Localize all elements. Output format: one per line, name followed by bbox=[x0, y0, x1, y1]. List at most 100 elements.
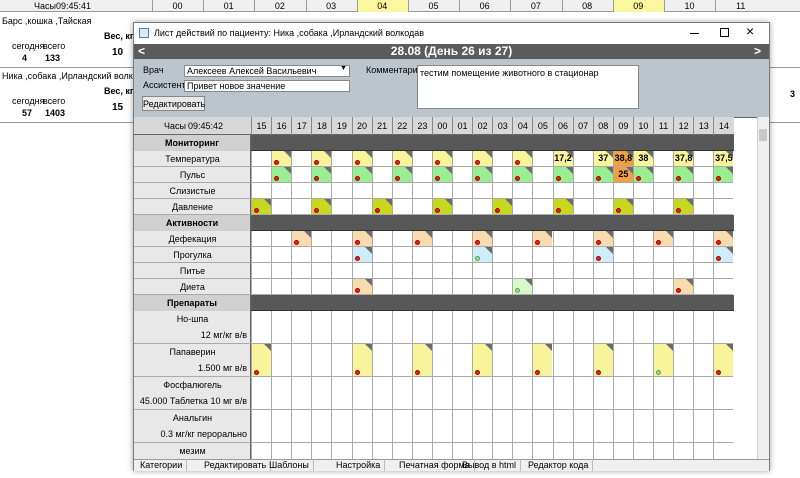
grid-line bbox=[251, 247, 252, 263]
task-cell[interactable] bbox=[714, 247, 734, 262]
task-dot bbox=[555, 208, 561, 213]
task-cell[interactable] bbox=[432, 151, 452, 166]
grid-line bbox=[331, 377, 333, 410]
grid-line bbox=[693, 247, 695, 263]
footer-tab[interactable]: Настройка bbox=[332, 459, 386, 471]
task-cell[interactable] bbox=[553, 199, 573, 214]
grid-line bbox=[351, 199, 353, 215]
task-cell[interactable] bbox=[613, 199, 633, 214]
task-cell[interactable]: 17,2 bbox=[553, 151, 573, 166]
task-cell[interactable]: 37,5 bbox=[714, 151, 734, 166]
close-button[interactable]: × bbox=[746, 23, 755, 39]
row-label: Папаверин bbox=[169, 347, 216, 357]
corner-flag bbox=[525, 167, 533, 174]
task-cell[interactable]: 37,8 bbox=[674, 151, 694, 166]
task-cell[interactable] bbox=[272, 151, 292, 166]
footer-tab[interactable]: Вывод в html bbox=[458, 459, 521, 471]
grid-line bbox=[271, 231, 273, 247]
grid-line bbox=[532, 231, 534, 247]
task-cell[interactable] bbox=[252, 199, 272, 214]
task-cell[interactable] bbox=[352, 167, 372, 182]
task-cell[interactable] bbox=[714, 231, 734, 246]
task-cell[interactable] bbox=[674, 199, 694, 214]
task-cell[interactable] bbox=[493, 199, 513, 214]
task-cell[interactable] bbox=[372, 199, 392, 214]
grid-line bbox=[492, 199, 494, 215]
task-cell[interactable] bbox=[473, 344, 493, 376]
task-cell[interactable] bbox=[513, 279, 533, 294]
row-label: мезим bbox=[179, 446, 206, 456]
task-cell[interactable]: 38,8 bbox=[613, 151, 633, 166]
grid-line bbox=[552, 199, 554, 215]
task-cell[interactable] bbox=[292, 231, 312, 246]
task-cell[interactable] bbox=[714, 344, 734, 376]
assistant-input[interactable]: Привет новое значение bbox=[184, 80, 350, 92]
task-cell[interactable] bbox=[272, 167, 292, 182]
task-cell[interactable] bbox=[432, 167, 452, 182]
task-cell[interactable] bbox=[633, 167, 653, 182]
grid-line bbox=[673, 443, 675, 461]
grid-line bbox=[512, 443, 514, 461]
task-cell[interactable] bbox=[412, 344, 432, 376]
task-cell[interactable] bbox=[352, 151, 372, 166]
task-cell[interactable] bbox=[312, 167, 332, 182]
grid-line bbox=[512, 344, 514, 377]
task-cell[interactable] bbox=[593, 231, 613, 246]
task-cell[interactable] bbox=[312, 199, 332, 214]
task-cell[interactable] bbox=[654, 231, 674, 246]
grid-line bbox=[492, 279, 494, 295]
task-cell[interactable] bbox=[473, 247, 493, 262]
doctor-select[interactable]: Алексеев Алексей Васильевич bbox=[184, 65, 350, 77]
grid-line bbox=[391, 377, 393, 410]
footer-tab[interactable]: Шаблоны bbox=[265, 459, 314, 471]
scroll-thumb[interactable] bbox=[759, 129, 767, 141]
task-dot bbox=[716, 370, 722, 375]
task-cell[interactable] bbox=[473, 151, 493, 166]
task-cell[interactable] bbox=[533, 344, 553, 376]
task-cell[interactable] bbox=[513, 167, 533, 182]
corner-flag bbox=[726, 231, 734, 238]
task-cell[interactable] bbox=[473, 167, 493, 182]
edit-button[interactable]: Редактировать bbox=[142, 96, 205, 111]
task-dot bbox=[535, 240, 541, 245]
task-cell[interactable] bbox=[533, 231, 553, 246]
task-cell[interactable] bbox=[352, 231, 372, 246]
task-cell[interactable] bbox=[553, 167, 573, 182]
task-cell[interactable] bbox=[674, 167, 694, 182]
task-cell[interactable] bbox=[513, 151, 533, 166]
task-cell[interactable] bbox=[593, 247, 613, 262]
prev-button[interactable]: < bbox=[138, 44, 146, 58]
grid-line bbox=[371, 247, 373, 263]
task-cell[interactable] bbox=[412, 231, 432, 246]
grid-line bbox=[251, 311, 252, 344]
maximize-button[interactable] bbox=[720, 28, 729, 37]
task-cell[interactable] bbox=[352, 344, 372, 376]
grid-line bbox=[492, 167, 494, 183]
task-cell[interactable] bbox=[312, 151, 332, 166]
footer-tab[interactable]: Категории bbox=[136, 459, 188, 471]
task-cell[interactable] bbox=[593, 167, 613, 182]
task-cell[interactable] bbox=[392, 167, 412, 182]
task-cell[interactable]: 38 bbox=[633, 151, 653, 166]
task-cell[interactable] bbox=[352, 279, 372, 294]
task-cell[interactable] bbox=[252, 344, 272, 376]
task-cell[interactable] bbox=[392, 151, 412, 166]
minimize-button[interactable] bbox=[690, 33, 699, 34]
task-cell[interactable] bbox=[674, 279, 694, 294]
footer-tab[interactable]: Редактор кода bbox=[524, 459, 594, 471]
grid-line bbox=[452, 279, 453, 295]
task-cell[interactable]: 25 bbox=[613, 167, 633, 182]
task-cell[interactable] bbox=[432, 199, 452, 214]
comment-input[interactable]: тестим помещение животного в стационар bbox=[417, 65, 639, 109]
next-button[interactable]: > bbox=[754, 44, 762, 58]
footer-tab[interactable]: Редактировать bbox=[200, 459, 272, 471]
task-cell[interactable] bbox=[352, 247, 372, 262]
task-cell[interactable] bbox=[593, 344, 613, 376]
corner-flag bbox=[726, 167, 734, 174]
scrollbar[interactable] bbox=[757, 117, 769, 459]
footer-tab[interactable]: Печатная форма bbox=[395, 459, 475, 471]
task-cell[interactable] bbox=[473, 231, 493, 246]
task-cell[interactable] bbox=[654, 344, 674, 376]
task-cell[interactable]: 37 bbox=[593, 151, 613, 166]
task-cell[interactable] bbox=[714, 167, 734, 182]
